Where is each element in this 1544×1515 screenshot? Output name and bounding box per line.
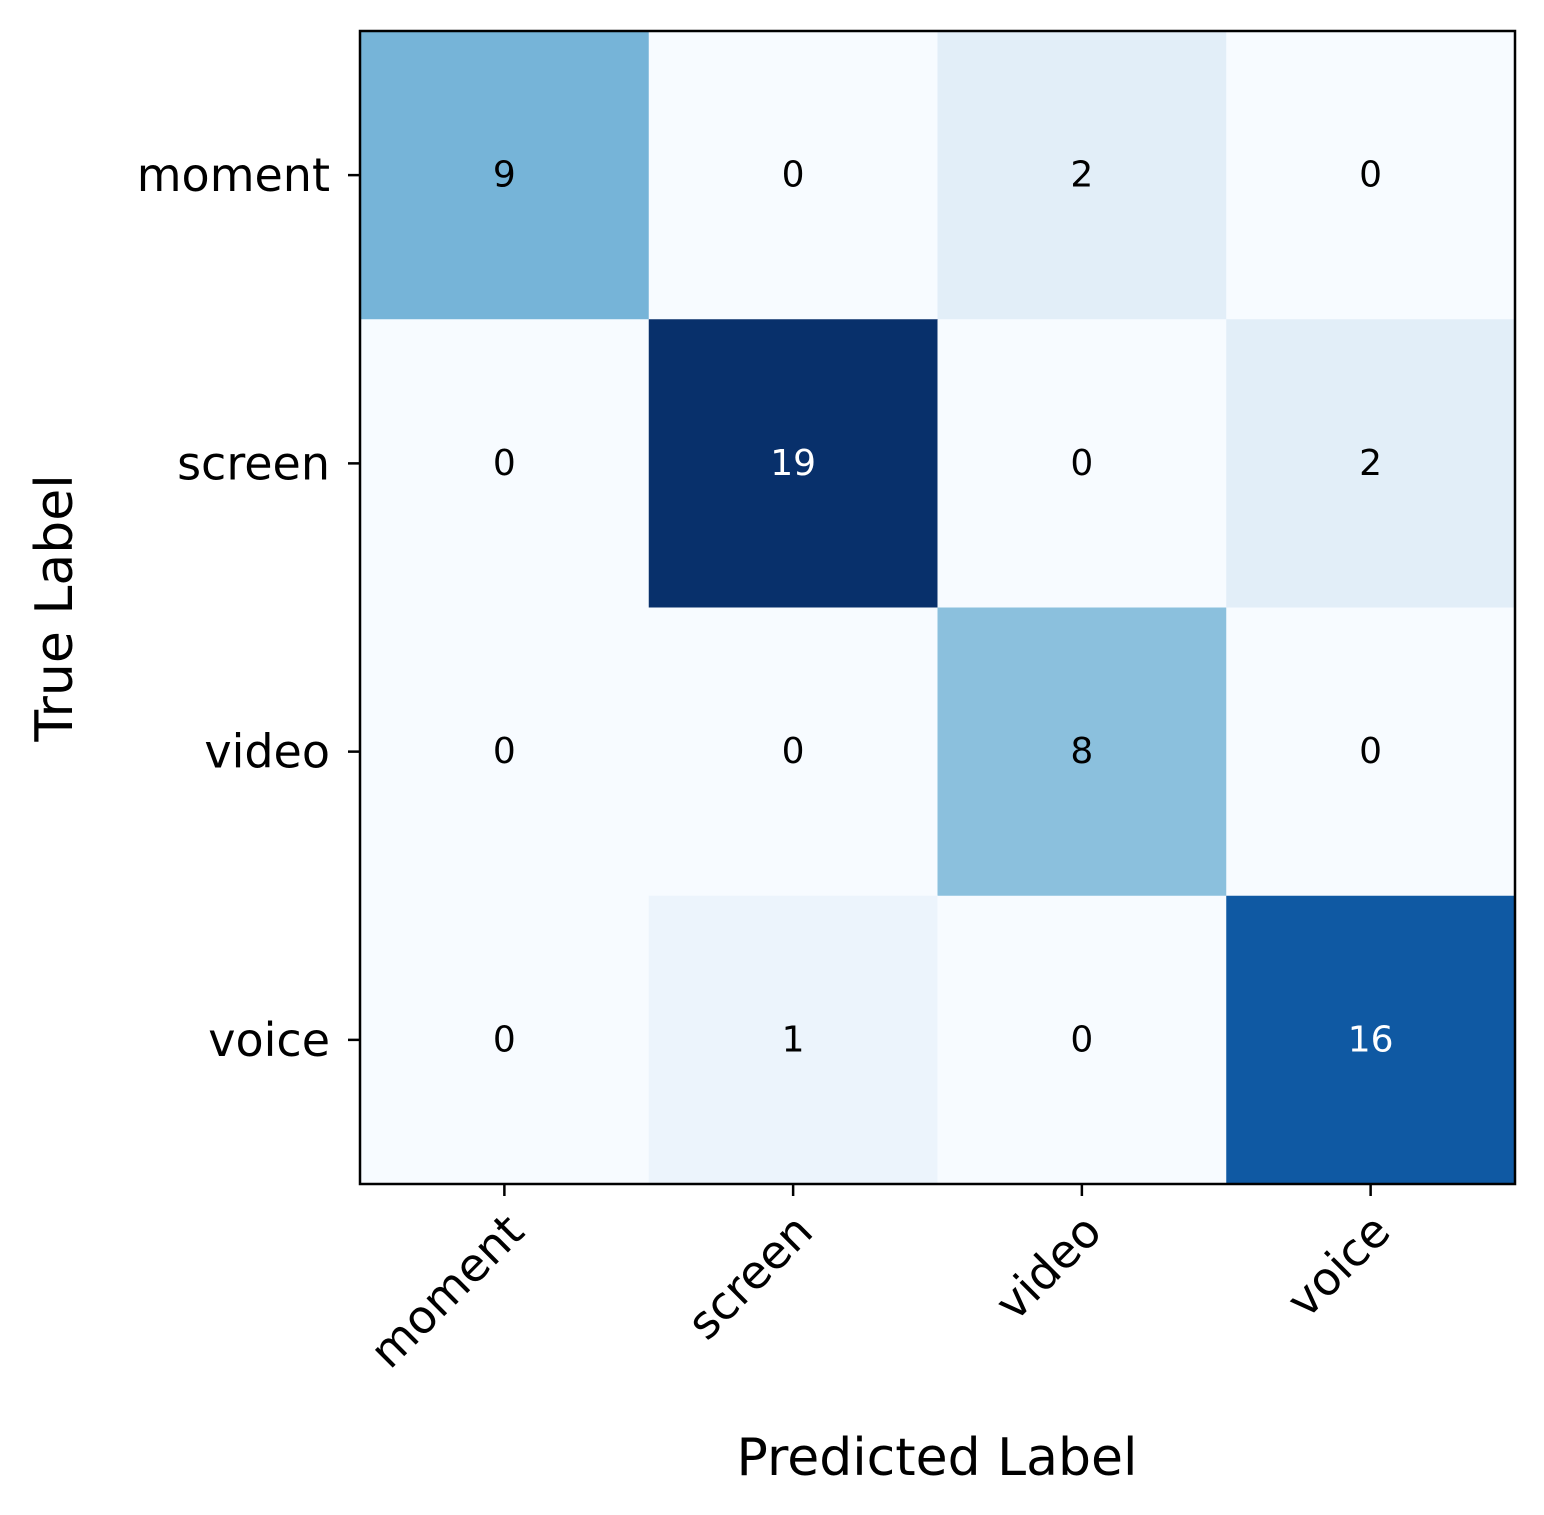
heatmap-cell (1226, 319, 1516, 609)
y-tick-label: video (204, 725, 330, 779)
heatmap-cells (360, 31, 1516, 1185)
x-tick-label: screen (677, 1204, 823, 1350)
heatmap-cell (360, 319, 650, 609)
cell-value-label: 2 (1070, 155, 1093, 196)
plot-frame (358, 29, 1517, 1186)
x-tick-label: voice (1276, 1204, 1400, 1328)
heatmap-cell (360, 895, 650, 1185)
x-tick-label: video (985, 1204, 1112, 1331)
heatmap-cell (1226, 607, 1516, 897)
cell-value-label: 9 (493, 155, 516, 196)
cell-value-label: 0 (1070, 1019, 1093, 1060)
cell-value-label: 2 (1359, 443, 1382, 484)
cell-value-label: 0 (1070, 443, 1093, 484)
y-axis-title: True Label (25, 474, 85, 742)
x-tick-label: moment (359, 1204, 534, 1379)
heatmap-cell (937, 31, 1227, 320)
cell-value-label: 0 (493, 731, 516, 772)
heatmap-cell (937, 319, 1227, 609)
heatmap-cell (1226, 31, 1516, 320)
cell-value-label: 19 (770, 443, 816, 484)
heatmap-cell (360, 31, 650, 320)
cell-value-label: 0 (782, 731, 805, 772)
heatmap-cell (360, 607, 650, 897)
heatmap-cell (937, 895, 1227, 1185)
x-axis-title: Predicted Label (737, 1428, 1138, 1488)
y-tick-label: screen (177, 436, 330, 490)
cell-value-label: 0 (493, 1019, 516, 1060)
cell-value-label: 16 (1348, 1019, 1394, 1060)
cell-annotations: 9 0 2 0 0 19 0 2 0 0 8 0 0 1 0 16 (493, 155, 1394, 1061)
heatmap-cell (648, 319, 939, 609)
heatmap-cell (648, 31, 939, 320)
cell-value-label: 0 (493, 443, 516, 484)
heatmap-cell (648, 895, 939, 1185)
y-tick-label: moment (137, 148, 330, 202)
cell-value-label: 0 (782, 155, 805, 196)
x-axis-ticks: moment screen video voice (359, 1184, 1400, 1378)
cell-value-label: 0 (1359, 155, 1382, 196)
heatmap-cell (937, 607, 1227, 897)
y-tick-label: voice (208, 1013, 330, 1067)
cell-value-label: 8 (1070, 731, 1093, 772)
heatmap-cell (1226, 895, 1516, 1185)
y-axis-ticks: moment screen video voice (137, 148, 360, 1067)
cell-value-label: 1 (782, 1019, 805, 1060)
heatmap-cell (648, 607, 939, 897)
cell-value-label: 0 (1359, 731, 1382, 772)
